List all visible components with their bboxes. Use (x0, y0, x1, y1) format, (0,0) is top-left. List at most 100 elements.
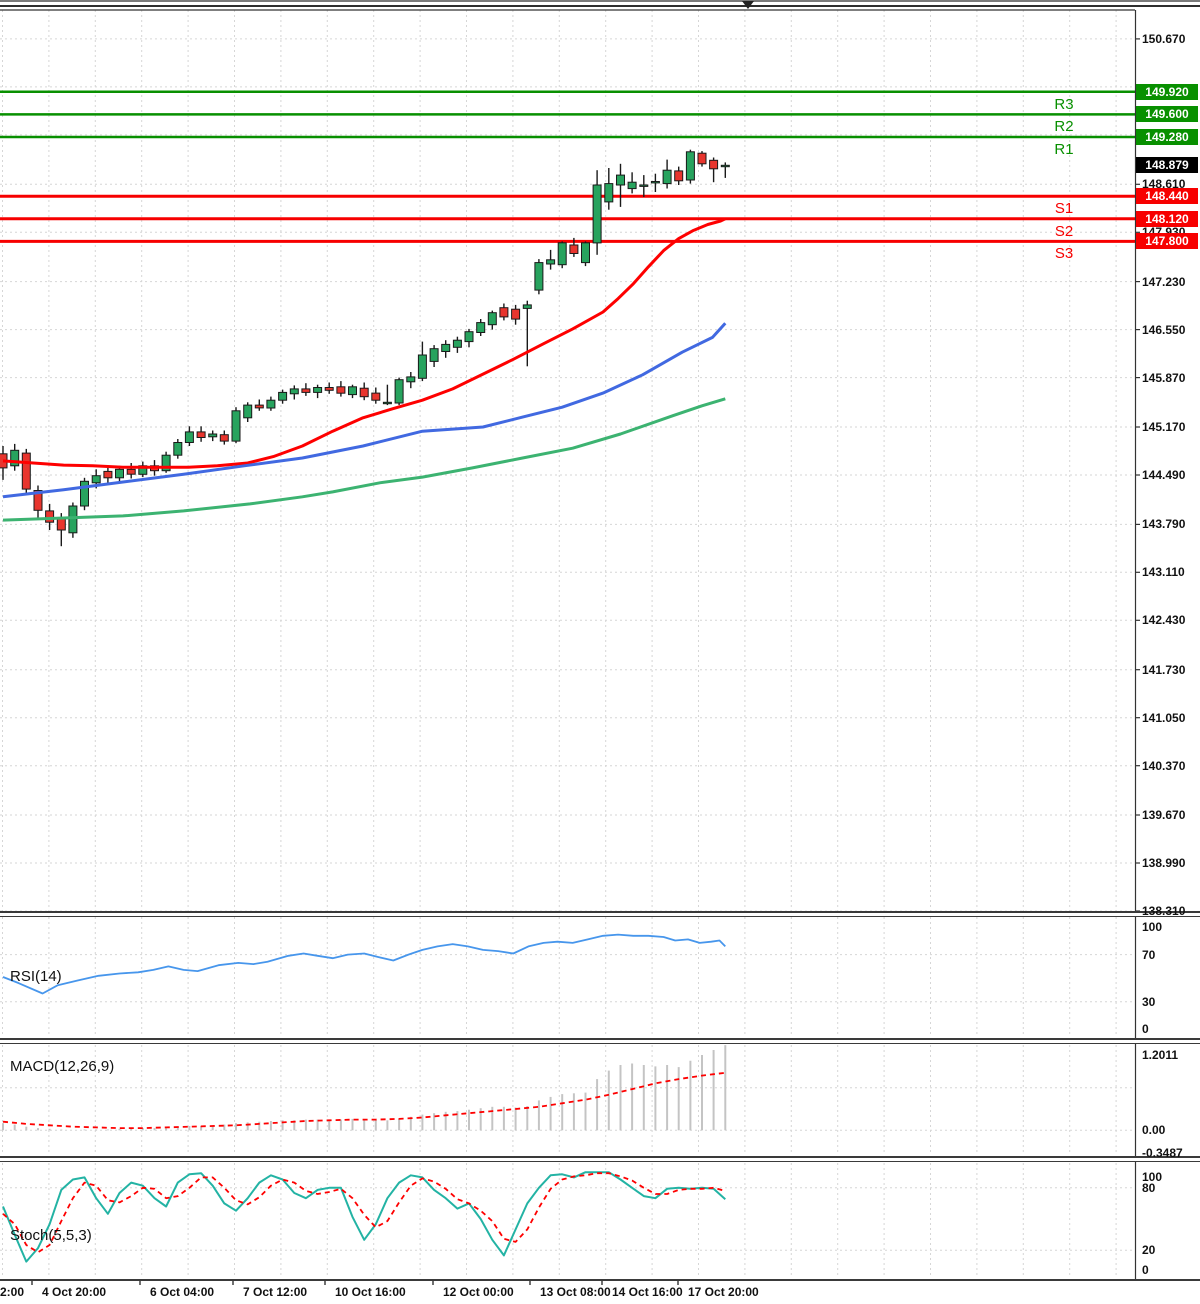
candle (406, 376, 416, 383)
time-axis-label: 10 Oct 16:00 (335, 1285, 406, 1299)
panel-separator[interactable] (0, 911, 1200, 917)
candle (103, 470, 113, 479)
candle (557, 242, 567, 266)
candle (662, 169, 672, 185)
price-tick-label: 143.110 (1142, 565, 1185, 580)
macd-scale-label: 0.00 (1142, 1123, 1166, 1138)
support-name-label: S3 (1054, 245, 1074, 263)
price-tick-label: 150.670 (1142, 31, 1186, 46)
time-axis-label: 4 Oct 20:00 (42, 1285, 107, 1299)
candle (348, 386, 357, 396)
candle (301, 388, 311, 393)
candle (569, 244, 579, 254)
macd-scale-label: -0.3487 (1142, 1146, 1183, 1160)
candle (511, 308, 521, 320)
resistance-name-label: R3 (1054, 95, 1074, 113)
candle (231, 410, 241, 442)
candle (208, 433, 218, 438)
candle (604, 183, 614, 203)
ma-fast-red (2, 217, 726, 469)
ma-slow-green (2, 397, 726, 522)
candle (10, 449, 20, 467)
candle (68, 505, 78, 534)
current-price-box: 148.879 (1136, 157, 1198, 174)
resistance-name-label: R2 (1054, 118, 1074, 136)
time-axis-label: 14 Oct 16:00 (612, 1285, 683, 1299)
time-axis-line (0, 1279, 1200, 1281)
macd-indicator-label: MACD(12,26,9) (10, 1058, 115, 1075)
rsi-line (2, 933, 726, 995)
candle (627, 181, 637, 190)
candle (546, 259, 556, 265)
support-name-label: S2 (1054, 222, 1074, 240)
support-lines[interactable] (0, 194, 1135, 243)
candle (80, 480, 89, 507)
rsi-indicator-label: RSI(14) (10, 968, 62, 985)
price-tick-label: 138.310 (1142, 904, 1186, 918)
price-tick-label: 145.170 (1142, 419, 1186, 434)
rsi-scale-label: 0 (1142, 1022, 1149, 1036)
support-price-box: 148.120 (1136, 210, 1198, 227)
candle (382, 401, 392, 405)
price-tick-label: 148.610 (1142, 177, 1186, 192)
panel-separator[interactable] (0, 1156, 1200, 1162)
candle (219, 434, 229, 442)
candle (56, 517, 66, 531)
price-tick-label: 142.430 (1142, 613, 1186, 628)
candle (21, 452, 31, 490)
candle (371, 392, 381, 401)
resistance-price-box: 149.280 (1136, 129, 1198, 145)
candle (581, 242, 590, 264)
candle (522, 304, 532, 309)
candle (266, 399, 276, 409)
candle (278, 391, 288, 401)
candle (720, 164, 730, 168)
candle (452, 339, 462, 348)
stoch-scale-label: 100 (1142, 1170, 1163, 1184)
ma-mid-blue (2, 322, 727, 499)
candle (33, 490, 43, 511)
candle (115, 468, 124, 479)
candle (196, 431, 206, 438)
price-tick-label: 139.670 (1142, 808, 1186, 823)
chart-shift-marker-icon[interactable] (742, 1, 754, 9)
time-axis-partial-label: 2:00 (0, 1285, 25, 1299)
resistance-price-box: 149.920 (1136, 83, 1198, 100)
rsi-scale-label: 30 (1142, 994, 1156, 1009)
time-axis-label: 13 Oct 08:00 (540, 1285, 611, 1299)
candle (709, 159, 719, 170)
price-tick-label: 140.370 (1142, 758, 1186, 773)
candle (359, 387, 369, 398)
time-axis-label: 6 Oct 04:00 (150, 1285, 215, 1299)
macd-scale-label: 1.2011 (1142, 1048, 1179, 1062)
price-tick-label: 146.550 (1142, 322, 1186, 337)
window-top-border (0, 0, 1200, 7)
candlestick-series (0, 149, 730, 547)
candle (639, 184, 649, 187)
stoch-indicator-label: Stoch(5,5,3) (10, 1227, 92, 1244)
rsi-scale-label: 70 (1142, 947, 1156, 962)
support-price-box: 148.440 (1136, 188, 1198, 205)
price-tick-label: 143.790 (1142, 517, 1186, 532)
candle (184, 431, 194, 443)
macd-signal-line (2, 1071, 726, 1129)
stoch-k-line (2, 1171, 726, 1263)
candle (126, 468, 136, 475)
grid (0, 10, 1135, 1278)
support-price-box: 147.800 (1136, 233, 1198, 250)
panel-separator[interactable] (0, 1038, 1200, 1044)
resistance-price-box: 149.600 (1136, 106, 1198, 123)
candle (476, 322, 486, 334)
stoch-scale-label: 0 (1142, 1263, 1149, 1277)
candle (417, 354, 427, 379)
price-tick-label: 138.990 (1142, 856, 1186, 871)
candle (616, 174, 625, 186)
price-tick-label: 144.490 (1142, 467, 1186, 482)
price-tick-label: 141.730 (1142, 662, 1186, 677)
resistance-lines[interactable] (0, 90, 1135, 139)
resistance-name-label: R1 (1054, 141, 1074, 158)
candle (487, 312, 497, 326)
candle (534, 262, 544, 291)
